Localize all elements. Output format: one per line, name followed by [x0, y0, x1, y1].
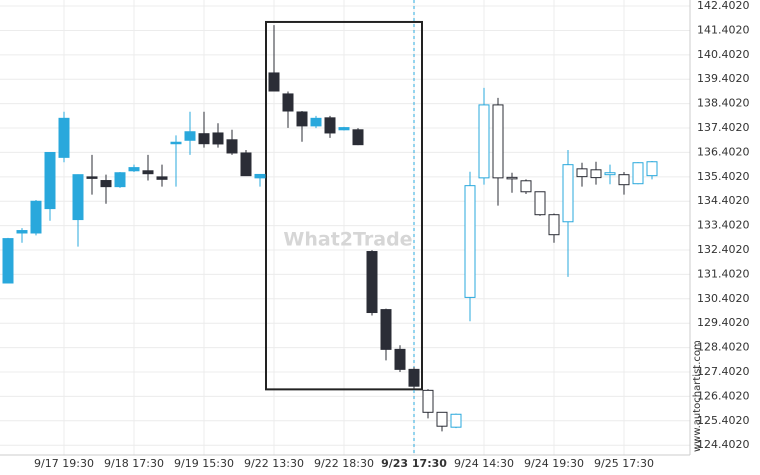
x-tick-label: 9/22 18:30	[314, 457, 374, 470]
candle-body	[450, 413, 462, 428]
y-tick-label: 142.4020	[697, 0, 750, 12]
candle-body	[310, 117, 322, 127]
y-tick-label: 125.4020	[697, 414, 750, 427]
candle-body	[352, 129, 364, 146]
candle-body	[646, 161, 658, 177]
candle-body	[604, 172, 616, 176]
candle-body	[338, 127, 350, 131]
candle-body	[100, 180, 112, 188]
x-tick-label: 9/23 17:30	[381, 457, 447, 470]
x-tick-label: 9/17 19:30	[34, 457, 94, 470]
candle-body	[282, 93, 294, 112]
candle-body	[254, 173, 266, 179]
y-tick-label: 130.4020	[697, 292, 750, 305]
candle-body	[30, 200, 42, 234]
y-tick-label: 134.4020	[697, 194, 750, 207]
candle-body	[44, 151, 56, 210]
candle-body	[618, 174, 630, 186]
candle-body	[156, 176, 168, 180]
grid	[0, 0, 690, 455]
candle-body	[562, 164, 574, 223]
candle-body	[198, 133, 210, 145]
y-tick-label: 135.4020	[697, 170, 750, 183]
candle-body	[114, 172, 126, 188]
candle-body	[380, 309, 392, 350]
candle-body	[86, 176, 98, 179]
candle-body	[226, 139, 238, 154]
candle-body	[408, 368, 420, 387]
y-tick-label: 124.4020	[697, 438, 750, 451]
source-label: www.autochartist.com	[692, 340, 703, 452]
y-tick-label: 138.4020	[697, 97, 750, 110]
candle-body	[268, 72, 280, 92]
candle-body	[590, 169, 602, 179]
y-tick-label: 131.4020	[697, 267, 750, 280]
x-tick-label: 9/19 15:30	[174, 457, 234, 470]
candle-body	[184, 131, 196, 141]
y-tick-label: 141.4020	[697, 23, 750, 36]
candle-body	[2, 238, 14, 284]
x-tick-label: 9/22 13:30	[244, 457, 304, 470]
candle-body	[58, 117, 70, 158]
candle-body	[464, 185, 476, 298]
candle-body	[72, 174, 84, 221]
x-tick-label: 9/18 17:30	[104, 457, 164, 470]
candle-body	[296, 111, 308, 127]
candle-body	[422, 389, 434, 413]
y-tick-label: 139.4020	[697, 72, 750, 85]
candle-body	[576, 168, 588, 178]
y-tick-label: 137.4020	[697, 121, 750, 134]
candle-body	[240, 152, 252, 177]
y-tick-label: 126.4020	[697, 389, 750, 402]
candle-body	[170, 141, 182, 145]
candle-body	[394, 348, 406, 370]
x-tick-label: 9/24 14:30	[454, 457, 514, 470]
y-tick-label: 132.4020	[697, 243, 750, 256]
candle-body	[142, 170, 154, 175]
candle-body	[128, 167, 140, 172]
candle-body	[324, 117, 336, 134]
candle-body	[478, 104, 490, 179]
y-tick-label: 136.4020	[697, 145, 750, 158]
y-tick-label: 133.4020	[697, 219, 750, 232]
candle-body	[16, 230, 28, 234]
candle-body	[436, 411, 448, 427]
candle-body	[632, 162, 644, 185]
candle-body	[212, 132, 224, 145]
pattern-box	[265, 20, 423, 391]
candle-body	[520, 180, 532, 193]
candle-body	[534, 191, 546, 216]
candle-body	[366, 251, 378, 314]
y-tick-label: 127.4020	[697, 365, 750, 378]
x-tick-label: 9/24 19:30	[524, 457, 584, 470]
candle-body	[548, 214, 560, 236]
y-tick-label: 129.4020	[697, 316, 750, 329]
y-tick-label: 128.4020	[697, 341, 750, 354]
x-tick-label: 9/25 17:30	[594, 457, 654, 470]
candle-body	[506, 176, 518, 180]
y-tick-label: 140.4020	[697, 48, 750, 61]
candle-body	[492, 104, 504, 179]
watermark: What2Trade	[283, 229, 412, 251]
